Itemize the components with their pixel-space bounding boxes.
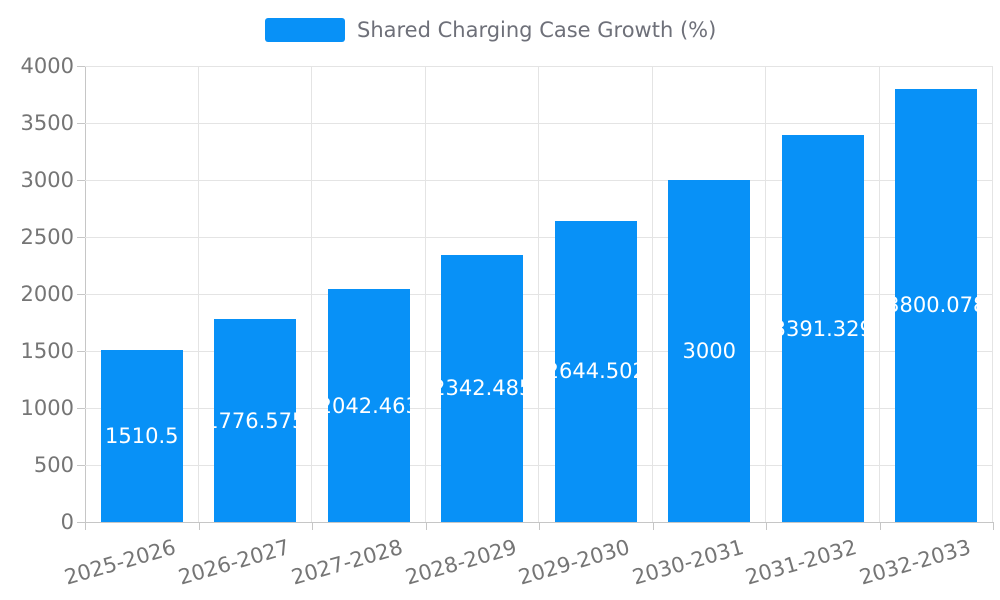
y-tick-label: 2500 bbox=[20, 225, 74, 249]
plot-area: 1510.5 1776.575 2042.463 2342.485 2644.502 30… bbox=[85, 66, 993, 522]
y-tick-label: 500 bbox=[33, 453, 74, 477]
x-tick-mark bbox=[85, 522, 86, 530]
x-gridline bbox=[424, 66, 426, 522]
y-tick-mark bbox=[77, 351, 85, 352]
bar[interactable]: 2342.485 bbox=[441, 254, 524, 522]
x-tick-mark bbox=[652, 522, 654, 530]
bar[interactable]: 2042.463 bbox=[327, 289, 410, 522]
y-tick-mark bbox=[77, 123, 85, 124]
y-tick-mark bbox=[77, 294, 85, 295]
y-tick-mark bbox=[77, 408, 85, 409]
y-tick-mark bbox=[77, 66, 85, 67]
y-tick-label: 0 bbox=[60, 510, 74, 534]
y-gridline bbox=[85, 66, 993, 67]
y-gridline bbox=[85, 123, 993, 124]
x-gridline bbox=[992, 66, 993, 522]
x-tick-label: 2025-2026 bbox=[61, 534, 179, 590]
x-tick-mark bbox=[766, 522, 767, 530]
bar-value-label: 2342.485 bbox=[441, 376, 523, 401]
bar[interactable]: 3391.329 bbox=[781, 135, 864, 522]
legend-label: Shared Charging Case Growth (%) bbox=[357, 18, 717, 42]
y-tick-label: 3000 bbox=[20, 168, 74, 192]
bar[interactable]: 1510.5 bbox=[100, 349, 183, 522]
x-gridline bbox=[311, 66, 312, 522]
y-tick-mark bbox=[77, 180, 85, 181]
y-tick-mark bbox=[77, 522, 85, 523]
y-tick-mark bbox=[77, 237, 85, 238]
y-tick-label: 4000 bbox=[20, 54, 74, 78]
y-axis-line bbox=[85, 66, 86, 530]
bar[interactable]: 1776.575 bbox=[214, 319, 297, 522]
bar[interactable]: 3000 bbox=[668, 180, 751, 522]
x-tick-mark bbox=[993, 522, 994, 530]
y-tick-label: 3500 bbox=[20, 111, 74, 135]
y-gridline bbox=[85, 465, 993, 466]
bar-value-label: 1776.575 bbox=[214, 408, 296, 433]
x-axis-line bbox=[77, 522, 993, 523]
y-gridline bbox=[85, 180, 993, 181]
y-gridline bbox=[85, 408, 993, 409]
x-gridline bbox=[878, 66, 880, 522]
x-gridline bbox=[765, 66, 766, 522]
x-tick-mark bbox=[312, 522, 313, 530]
bar-value-label: 2042.463 bbox=[328, 393, 410, 418]
x-tick-label: 2032-2033 bbox=[856, 534, 974, 590]
x-tick-label: 2029-2030 bbox=[515, 534, 633, 590]
bar-value-label: 1510.5 bbox=[105, 423, 179, 448]
x-gridline bbox=[651, 66, 653, 522]
x-tick-mark bbox=[198, 522, 200, 530]
x-tick-label: 2027-2028 bbox=[288, 534, 406, 590]
legend-item[interactable]: Shared Charging Case Growth (%) bbox=[265, 18, 716, 42]
y-gridline bbox=[85, 237, 993, 238]
x-gridline bbox=[538, 66, 539, 522]
y-tick-mark bbox=[77, 465, 85, 466]
y-tick-label: 1000 bbox=[20, 396, 74, 420]
x-tick-label: 2030-2031 bbox=[629, 534, 747, 590]
bar-value-label: 2644.502 bbox=[555, 359, 637, 384]
x-tick-mark bbox=[425, 522, 427, 530]
x-tick-label: 2026-2027 bbox=[175, 534, 293, 590]
legend-swatch bbox=[265, 18, 345, 42]
x-gridline bbox=[197, 66, 199, 522]
y-gridline bbox=[85, 351, 993, 352]
bar[interactable]: 3800.078 bbox=[895, 88, 978, 522]
x-tick-label: 2031-2032 bbox=[742, 534, 860, 590]
y-tick-label: 1500 bbox=[20, 339, 74, 363]
x-tick-label: 2028-2029 bbox=[402, 534, 520, 590]
bar-value-label: 3000 bbox=[682, 339, 736, 363]
bar[interactable]: 2644.502 bbox=[554, 220, 637, 522]
x-tick-mark bbox=[879, 522, 881, 530]
y-tick-label: 2000 bbox=[20, 282, 74, 306]
x-tick-mark bbox=[539, 522, 540, 530]
bar-value-label: 3800.078 bbox=[895, 293, 977, 318]
bar-value-label: 3391.329 bbox=[782, 316, 864, 341]
y-gridline bbox=[85, 294, 993, 295]
